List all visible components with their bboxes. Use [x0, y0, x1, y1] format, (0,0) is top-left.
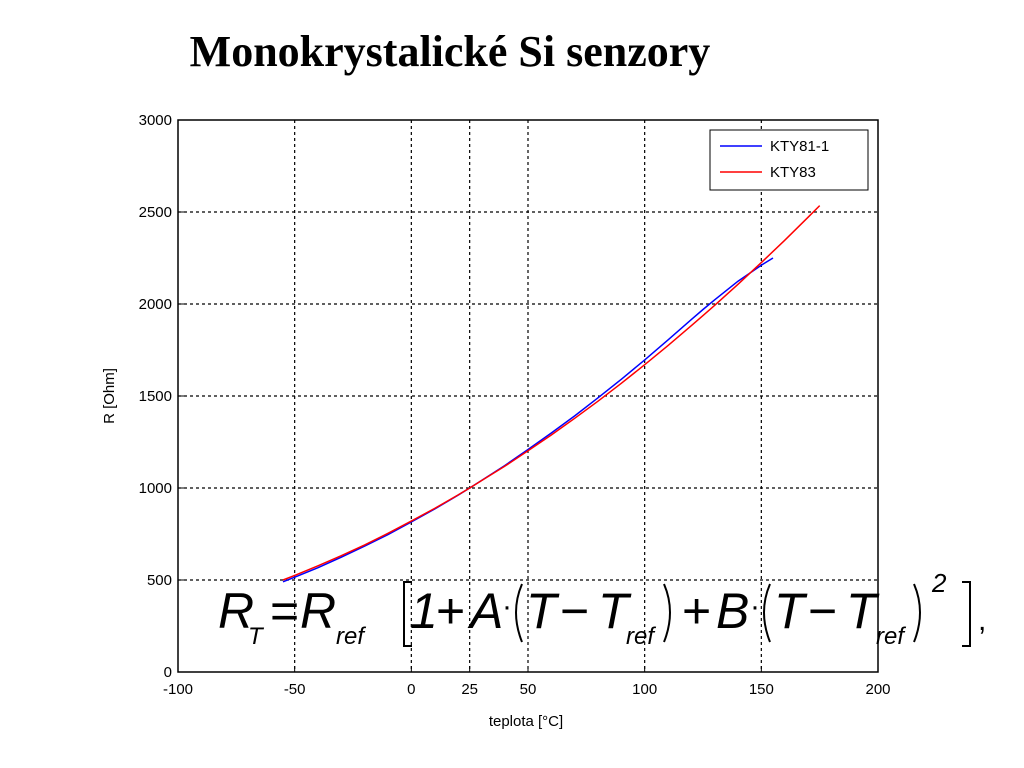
formula-B: B [716, 583, 749, 639]
formula-minus-2: − [808, 583, 837, 639]
formula-ref-subscript-2: ref [626, 623, 656, 650]
formula-R: R [218, 583, 254, 639]
series-line-kty83 [282, 205, 821, 581]
series-lines [282, 205, 821, 583]
formula-T-1: T [526, 583, 560, 639]
y-axis-title: R [Ohm] [101, 368, 118, 424]
x-tick-label: 150 [749, 681, 774, 698]
slide-title: Monokrystalické Si senzory [189, 27, 711, 76]
x-tick-label: 0 [407, 681, 415, 698]
legend-box [709, 129, 869, 191]
formula-ref-subscript-3: ref [876, 623, 906, 650]
formula-comma: , [978, 604, 986, 637]
formula-plus-1: + [436, 583, 465, 639]
x-tick-label: -100 [163, 681, 193, 698]
formula-R-ref: R [300, 583, 336, 639]
axis-ticks: -100 -50 0 25 50 100 150 2000500100015002000250… [139, 112, 891, 698]
formula-T-2: T [774, 583, 808, 639]
formula-ref-subscript-1: ref [336, 623, 366, 650]
formula-equals: = [270, 583, 299, 639]
legend: KTY81-1 KTY83 [709, 129, 869, 191]
y-tick-label: 3000 [139, 112, 172, 129]
y-tick-label: 1000 [139, 480, 172, 497]
formula-dot-1: · [502, 590, 512, 623]
formula-paren-close-1 [663, 583, 671, 643]
formula-one: 1 [410, 583, 438, 639]
formula-left-bracket [403, 581, 412, 647]
x-tick-label: 100 [632, 681, 657, 698]
formula-paren-close-2 [913, 583, 921, 643]
formula-T-ref-1: T [598, 583, 632, 639]
grid-lines [178, 120, 878, 672]
formula-dot-2: · [750, 590, 760, 623]
formula-minus-1: − [560, 583, 589, 639]
y-tick-label: 2000 [139, 296, 172, 313]
formula-T-subscript: T [248, 623, 265, 650]
formula-A: A [467, 583, 503, 639]
series-line-kty81-1 [282, 257, 774, 583]
x-axis-title: teplota [°C] [489, 713, 563, 730]
formula-plus-2: + [682, 583, 711, 639]
formula-right-bracket [962, 581, 971, 647]
x-tick-label: 200 [865, 681, 890, 698]
y-tick-label: 2500 [139, 204, 172, 221]
formula-exponent: 2 [931, 568, 947, 598]
legend-label-kty81-1: KTY81-1 [770, 138, 829, 155]
formula-paren-open-2 [763, 583, 771, 643]
y-tick-label: 500 [147, 572, 172, 589]
formula: R T = R ref 1 + A · T − T ref + B · T − … [218, 568, 986, 650]
x-tick-label: 50 [520, 681, 537, 698]
legend-label-kty83: KTY83 [770, 164, 816, 181]
formula-paren-open-1 [515, 583, 523, 643]
y-tick-label: 0 [164, 664, 172, 681]
y-tick-label: 1500 [139, 388, 172, 405]
x-tick-label: -50 [284, 681, 306, 698]
formula-T-ref-2: T [846, 583, 880, 639]
x-tick-label: 25 [461, 681, 478, 698]
